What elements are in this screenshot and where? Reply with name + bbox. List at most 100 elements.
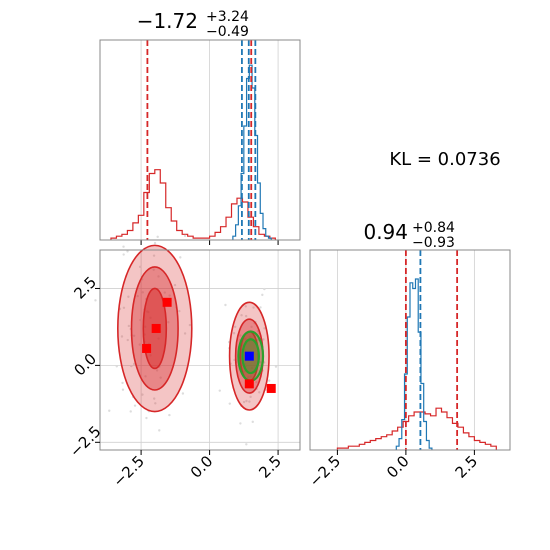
panel-b-ytick-label: 0.0 <box>70 350 100 380</box>
panel-b-marker <box>266 383 276 393</box>
panel-a-title-sup: +3.24 <box>206 9 249 25</box>
panel-c-hist-series-1 <box>395 278 433 450</box>
panel-c-title: 0.94 <box>363 220 408 244</box>
panel-c-bars <box>336 278 497 450</box>
panel-b-sample-point <box>274 365 278 368</box>
panel-bottom-right: −2.5 0.0 2.5 0.94 +0.84 −0.93 <box>306 220 511 491</box>
panel-b-sample-point <box>228 402 231 405</box>
panel-b-sample-point <box>121 388 125 391</box>
panel-c-title-sub: −0.93 <box>412 235 455 251</box>
panel-b-sample-point <box>126 338 129 342</box>
panel-c-xtick-label: −2.5 <box>306 452 344 490</box>
panel-b-sample-point <box>139 318 142 322</box>
panel-b-grid <box>100 250 300 450</box>
panel-a-title-sub: −0.49 <box>206 24 249 40</box>
panel-c-frame <box>309 249 511 451</box>
panel-b-sample-point <box>183 332 187 335</box>
panel-b-sample-point <box>183 234 187 238</box>
panel-b-xtick-label: 2.5 <box>255 452 285 482</box>
panel-b-sample-point <box>126 250 129 253</box>
panel-b-sample-point <box>138 343 141 346</box>
panel-b-sample-point <box>188 323 192 327</box>
panel-c-xticks: −2.5 0.0 2.5 <box>306 450 481 491</box>
panel-b-sample-point <box>167 321 170 324</box>
panel-b-sample-point <box>152 254 156 257</box>
panel-b-markers <box>142 297 276 393</box>
panel-b-sample-point <box>245 443 248 446</box>
panel-b-sample-point <box>179 256 182 259</box>
panel-c-xtick-label: 0.0 <box>383 452 413 482</box>
panel-b-sample-point <box>156 235 159 239</box>
panel-b-sample-point <box>159 376 162 379</box>
panel-b-sample-point <box>252 306 255 309</box>
panel-b-sample-point <box>245 399 248 403</box>
panel-b-marker <box>244 351 254 361</box>
panel-b-sample-point <box>133 404 137 407</box>
panel-b-sample-point <box>267 379 271 382</box>
panel-b-sample-point <box>248 400 251 403</box>
panel-b-sample-point <box>168 413 171 417</box>
panel-b-sample-point <box>132 334 136 337</box>
panel-b-xtick-label: 0.0 <box>187 452 217 482</box>
panel-b-sample-point <box>115 365 118 368</box>
panel-b-sample-point <box>152 268 155 271</box>
panel-b-sample-point <box>122 245 125 248</box>
panel-top-left: −1.72 +3.24 −0.49 <box>99 9 301 245</box>
panel-b-sample-point <box>127 324 131 328</box>
panel-b-sample-point <box>129 410 132 413</box>
panel-b-sample-point <box>232 332 236 335</box>
panel-b-ytick-label: −2.5 <box>66 422 104 460</box>
panel-a-frame <box>99 39 301 241</box>
kl-label: KL = 0.0736 <box>389 149 500 170</box>
panel-a-grid <box>140 40 279 245</box>
panel-b-sample-point <box>141 291 144 294</box>
panel-b-sample-point <box>153 397 156 400</box>
panel-b-sample-point <box>233 325 237 329</box>
panel-b-sample-point <box>122 306 126 309</box>
panel-b-sample-point <box>132 362 136 366</box>
panel-b-sample-point <box>239 422 242 425</box>
panel-b-marker <box>162 297 172 307</box>
panel-b-sample-point <box>244 314 248 318</box>
panel-b-sample-point <box>255 381 258 384</box>
panel-b-sample-point <box>262 338 265 341</box>
panel-b-sample-point <box>218 389 221 392</box>
panel-b-marker <box>142 343 152 353</box>
panel-b-sample-point <box>263 327 266 330</box>
panel-b-sample-point <box>122 253 125 256</box>
panel-c-vlines <box>404 250 459 450</box>
panel-b-sample-point <box>153 241 157 245</box>
panel-b-sample-point <box>144 375 147 378</box>
panel-b-marker <box>244 379 254 389</box>
panel-b-sample-point <box>239 334 242 337</box>
panel-b-xtick-label: −2.5 <box>109 452 147 490</box>
panel-b-sample-point <box>224 303 227 307</box>
panel-b-sample-point <box>108 409 111 412</box>
panel-b-sample-point <box>154 402 157 405</box>
panel-b-sample-point <box>121 381 124 385</box>
panel-c-title-sup: +0.84 <box>412 220 455 236</box>
panel-b-sample-point <box>261 293 264 297</box>
panel-c-hist-series-0 <box>336 407 497 450</box>
panel-b-sample-point <box>249 395 252 399</box>
panel-b-sample-point <box>120 335 124 338</box>
panel-b-sample-point <box>163 291 166 294</box>
panel-b-sample-point <box>178 309 181 313</box>
panel-b-sample-point <box>127 295 130 298</box>
panel-b-sample-point <box>244 305 247 308</box>
panel-b-sample-point <box>258 391 261 394</box>
panel-b-ytick-label: 2.5 <box>70 273 100 303</box>
panel-b-sample-point <box>251 420 254 424</box>
panel-b-sample-point <box>141 393 144 396</box>
panel-b-sample-point <box>130 364 133 368</box>
panel-b-sample-point <box>94 299 97 302</box>
panel-b-sample-point <box>173 283 177 287</box>
panel-b-sample-point <box>136 294 139 298</box>
panel-b-sample-point <box>155 369 159 372</box>
panel-b-sample-point <box>263 287 266 291</box>
panel-b-sample-point <box>168 294 171 297</box>
panel-b-sample-point <box>145 416 148 420</box>
panel-a-title: −1.72 <box>137 9 198 33</box>
panel-b-sample-point <box>250 325 253 329</box>
